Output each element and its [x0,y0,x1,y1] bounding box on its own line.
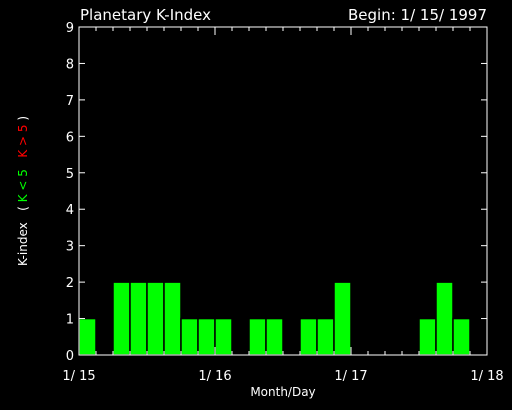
x-tick-label: 1/ 16 [198,369,231,384]
y-axis-title-open: ( [16,206,30,211]
bar [418,317,437,356]
bar [299,317,318,356]
bar [452,317,471,356]
y-axis-title-high: K > 5 [16,124,30,157]
y-tick-label: 5 [66,167,74,182]
bar [163,281,182,356]
bar [180,317,199,356]
y-tick-label: 9 [66,21,74,36]
x-tick-label: 1/ 18 [470,369,503,384]
y-tick-label: 3 [66,240,74,255]
bar [435,281,454,356]
bar [265,317,284,356]
y-tick-label: 7 [66,94,74,109]
y-tick-label: 4 [66,203,74,218]
x-axis-title: Month/Day [250,385,315,399]
y-tick-label: 8 [66,57,74,72]
bar [333,281,352,356]
y-tick-label: 6 [66,130,74,145]
bar [129,281,148,356]
bar [112,281,131,356]
bar [248,317,267,356]
x-tick-label: 1/ 17 [334,369,367,384]
y-tick-label: 1 [66,313,74,328]
bar-group [78,281,471,356]
tick-group: 0 1 2 3 4 5 6 7 8 9 1/ 15 1/ 16 1/ 17 1/ 18 [62,21,503,384]
bar [214,317,233,356]
chart-begin-date: Begin: 1/ 15/ 1997 [348,6,487,24]
y-tick-label: 2 [66,276,74,291]
bar [197,317,216,356]
y-axis-title-prefix: K-index [16,222,30,266]
y-axis-title-close: ) [16,116,30,121]
x-tick-label: 1/ 15 [62,369,95,384]
bar [316,317,335,356]
bar [78,317,97,356]
y-axis-title-low: K < 5 [16,169,30,202]
y-axis-title: K-index ( K < 5 K > 5 ) [16,116,30,266]
chart-title: Planetary K-Index [80,6,211,24]
y-tick-label: 0 [66,349,74,364]
bar [146,281,165,356]
